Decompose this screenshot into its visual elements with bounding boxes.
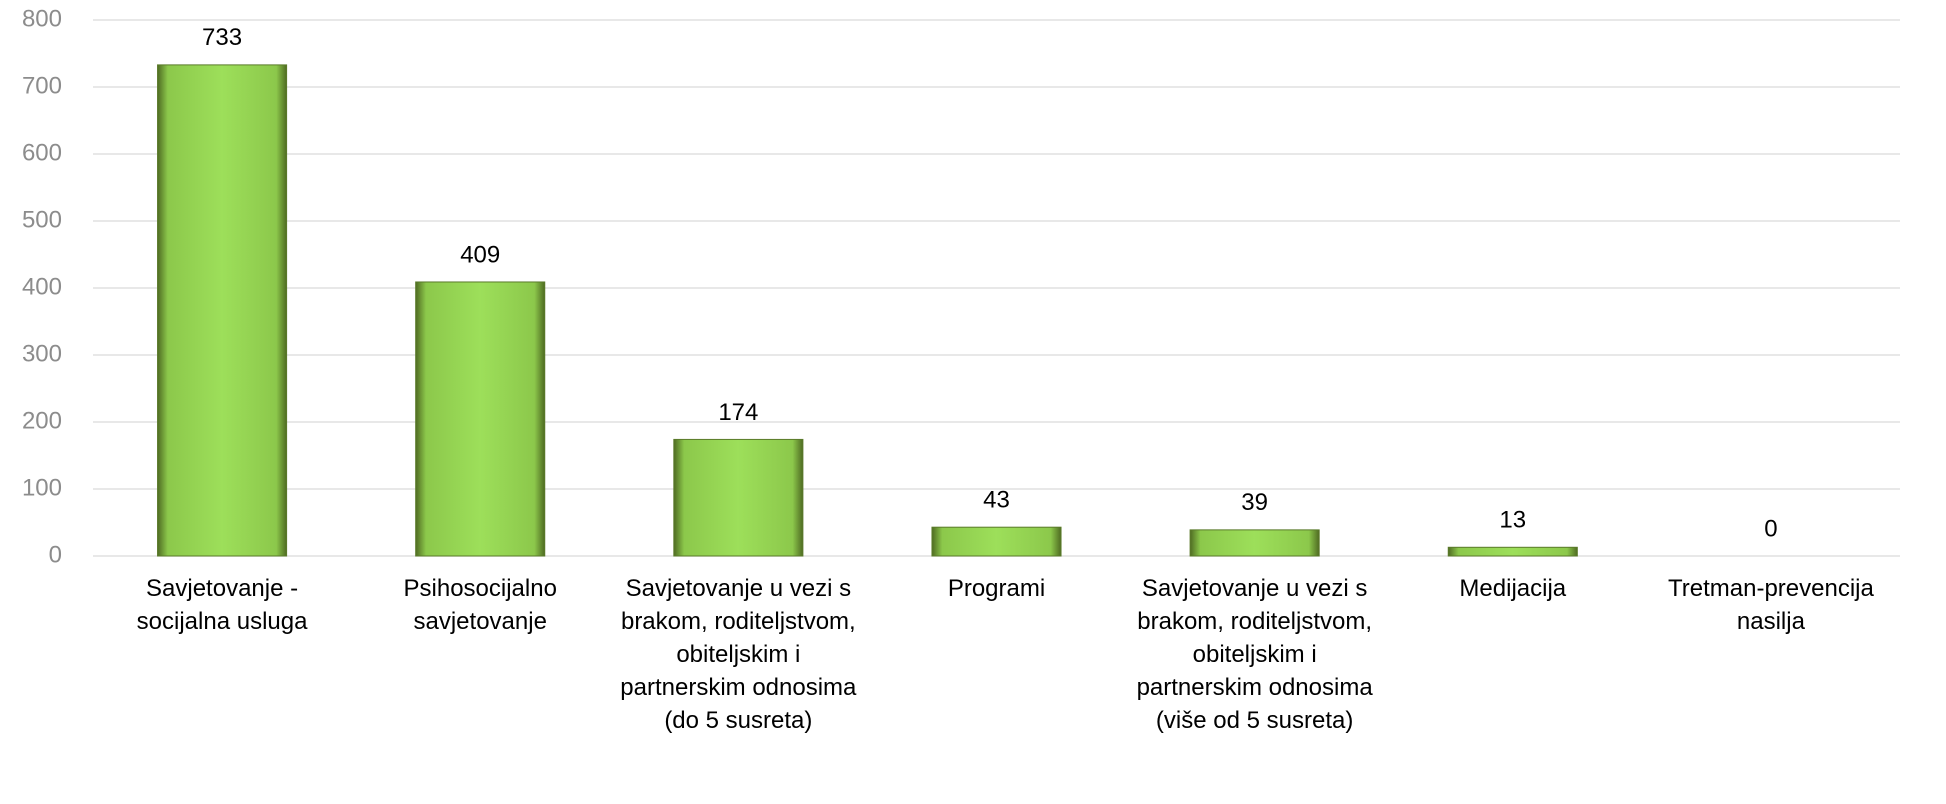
bar — [1189, 529, 1320, 557]
x-tick-label: Programi — [948, 575, 1045, 602]
x-tick-label: Medijacija — [1459, 575, 1566, 602]
value-label: 0 — [1764, 515, 1777, 542]
bar — [157, 64, 288, 557]
value-label: 39 — [1241, 489, 1268, 516]
y-tick-label: 400 — [22, 273, 62, 300]
value-label: 13 — [1499, 507, 1526, 534]
x-tick-label: Savjetovanje u vezi s brakom, roditeljstv… — [1137, 575, 1374, 734]
x-tick-label: Psihosocijalno savjetovanje — [404, 575, 557, 635]
bar — [931, 526, 1062, 557]
y-tick-label: 300 — [22, 340, 62, 367]
y-tick-label: 500 — [22, 206, 62, 233]
y-tick-label: 100 — [22, 474, 62, 501]
x-tick-label: Savjetovanje -socijalna usluga — [137, 575, 308, 635]
bar — [415, 281, 546, 557]
x-tick-label: Savjetovanje u vezi s brakom, roditeljstv… — [620, 575, 857, 734]
value-label: 733 — [202, 24, 242, 51]
value-label: 409 — [460, 241, 500, 268]
x-tick-label: Tretman-prevencija nasilja — [1668, 575, 1875, 635]
y-tick-label: 800 — [22, 5, 62, 32]
y-tick-label: 600 — [22, 139, 62, 166]
y-tick-label: 700 — [22, 72, 62, 99]
bar — [1447, 546, 1578, 557]
y-tick-label: 0 — [49, 541, 62, 568]
value-label: 43 — [983, 487, 1010, 514]
value-label: 174 — [718, 399, 758, 426]
y-tick-label: 200 — [22, 407, 62, 434]
bar — [673, 438, 804, 557]
